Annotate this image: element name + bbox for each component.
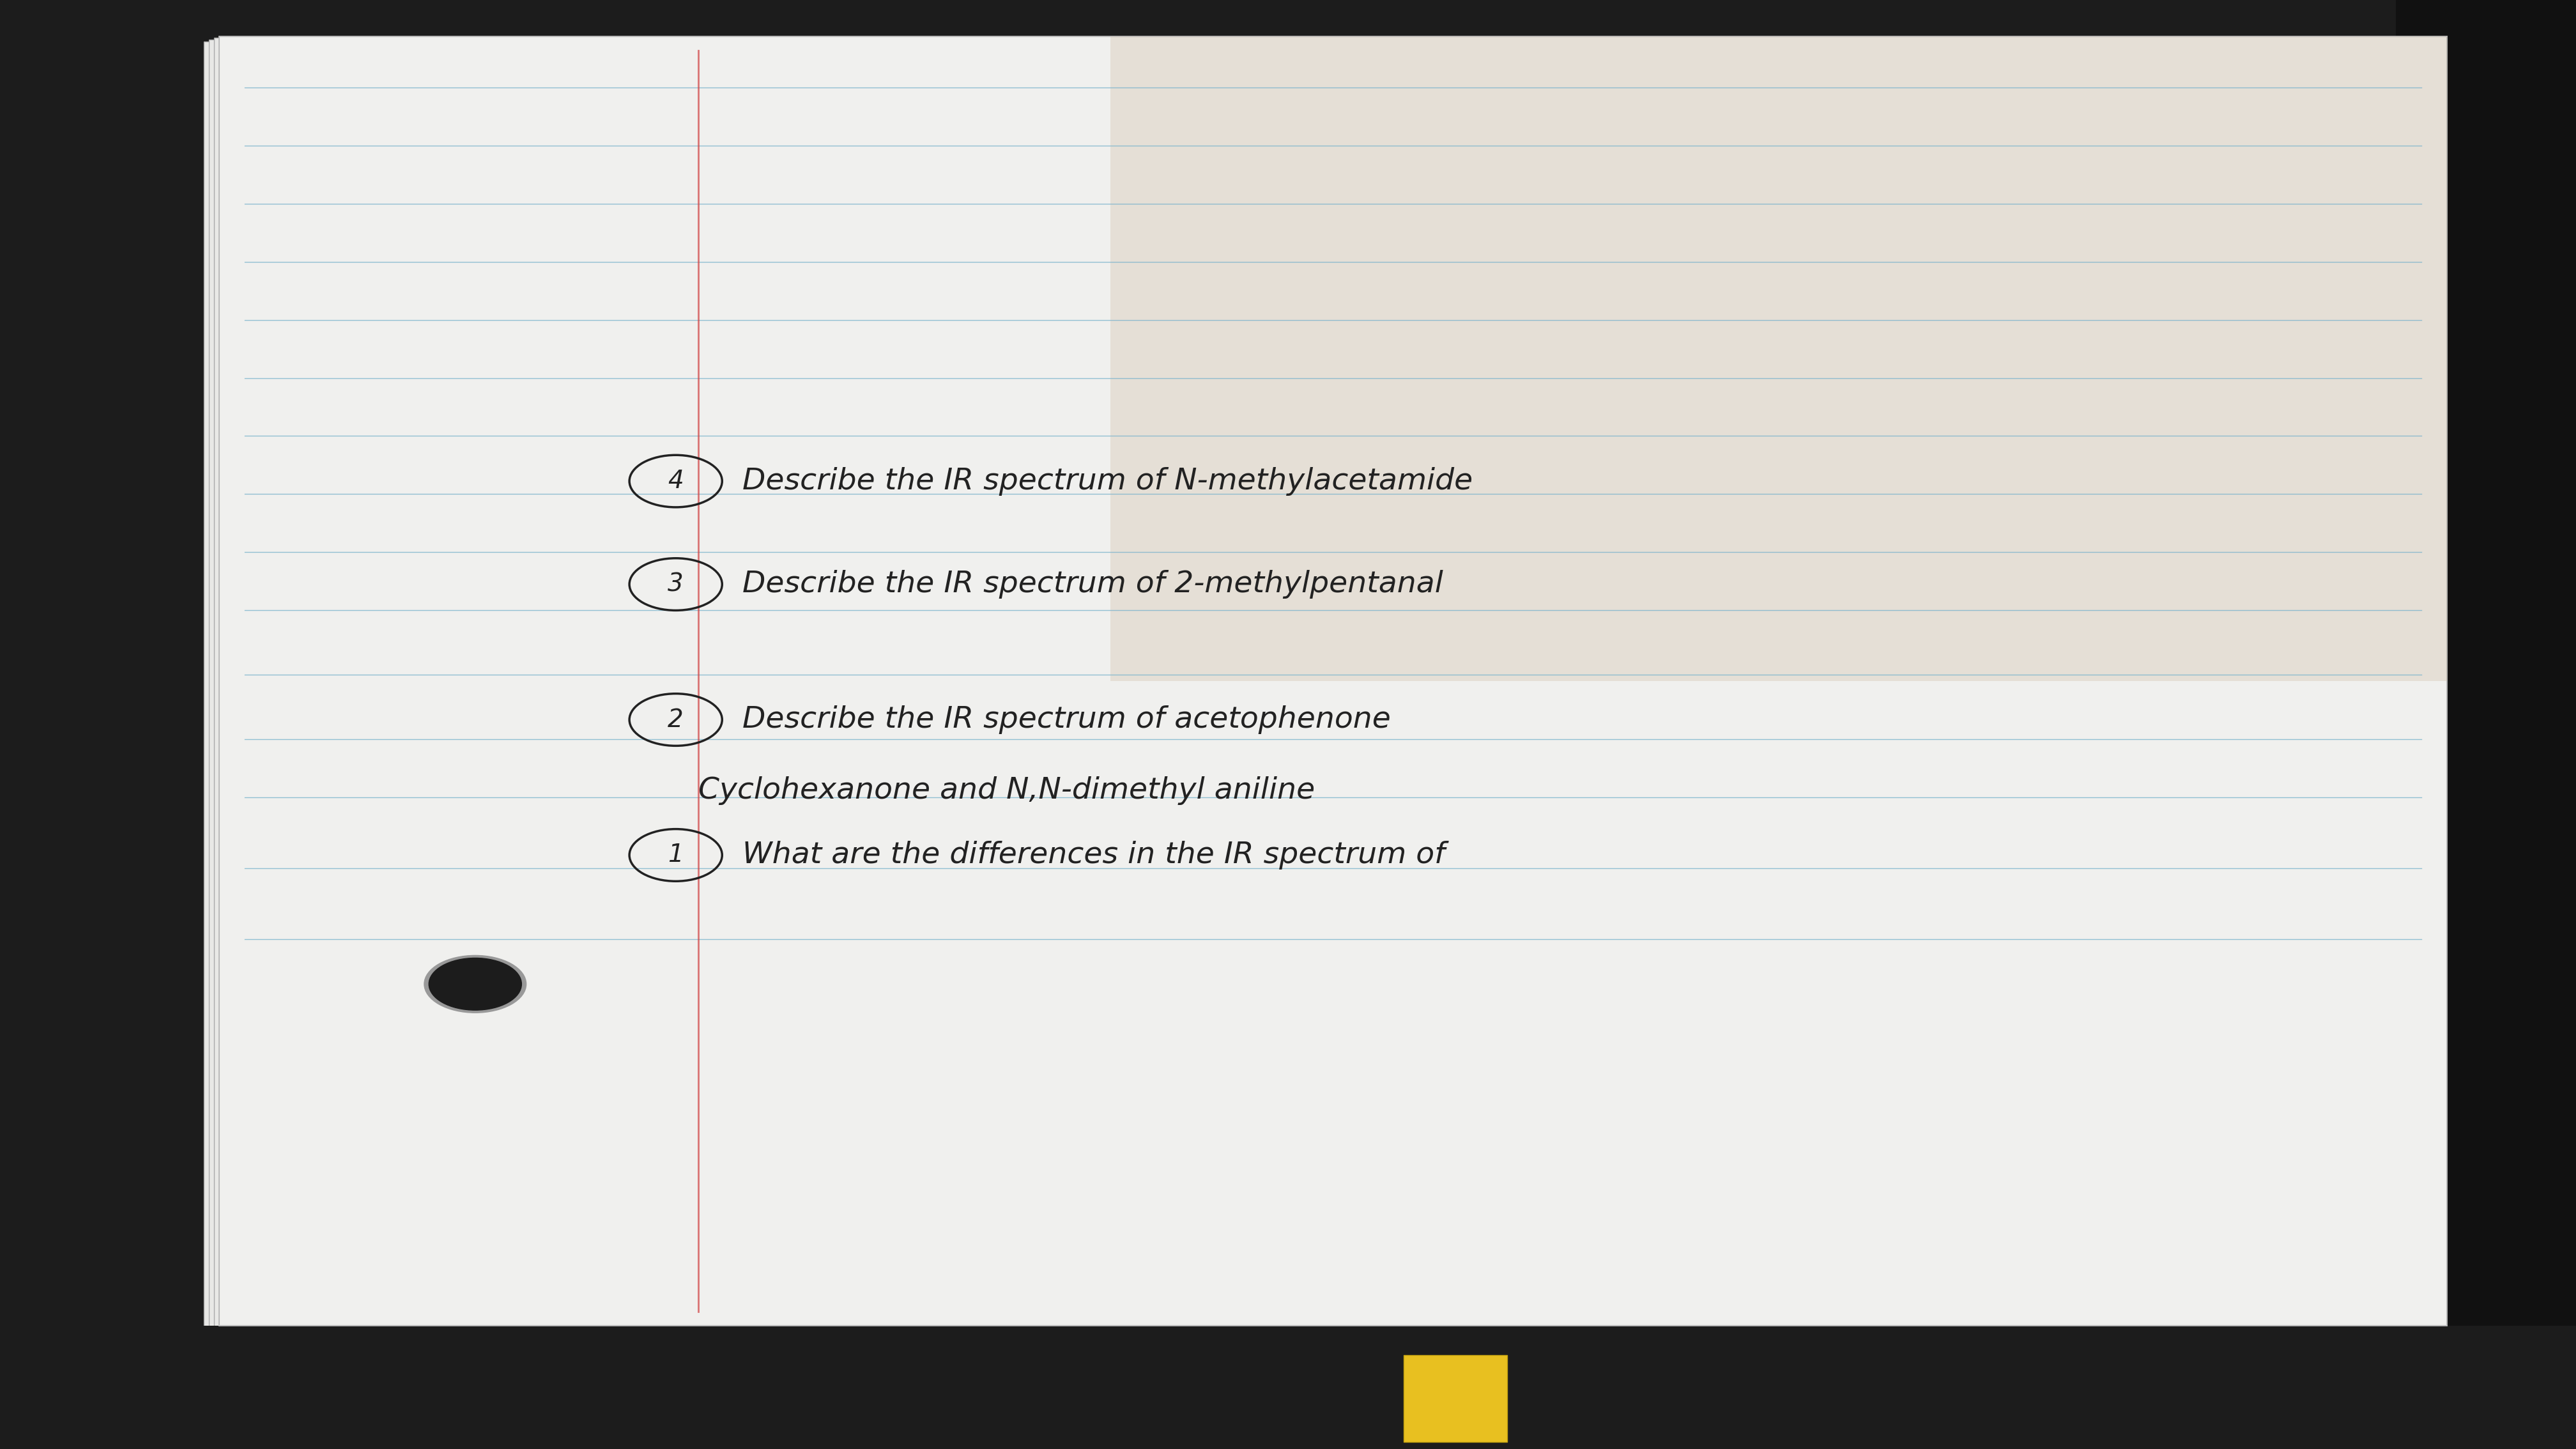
FancyBboxPatch shape xyxy=(219,36,2447,1326)
Text: Describe the IR spectrum of N-methylacetamide: Describe the IR spectrum of N-methylacet… xyxy=(742,467,1473,496)
Text: Describe the IR spectrum of acetophenone: Describe the IR spectrum of acetophenone xyxy=(742,706,1391,735)
FancyBboxPatch shape xyxy=(0,1326,2576,1449)
FancyBboxPatch shape xyxy=(204,42,2432,1332)
Circle shape xyxy=(425,955,526,1013)
Text: Cyclohexanone and N,N-dimethyl aniline: Cyclohexanone and N,N-dimethyl aniline xyxy=(698,777,1314,806)
Text: 3: 3 xyxy=(667,572,683,597)
FancyBboxPatch shape xyxy=(1404,1355,1507,1442)
Text: 1: 1 xyxy=(667,843,683,868)
Text: 2: 2 xyxy=(667,707,683,732)
Text: Describe the IR spectrum of 2-methylpentanal: Describe the IR spectrum of 2-methylpent… xyxy=(742,569,1443,598)
Text: 4: 4 xyxy=(667,469,683,493)
Text: What are the differences in the IR spectrum of: What are the differences in the IR spect… xyxy=(742,840,1445,869)
FancyBboxPatch shape xyxy=(1110,36,2447,681)
FancyBboxPatch shape xyxy=(214,38,2442,1327)
Circle shape xyxy=(428,958,520,1010)
FancyBboxPatch shape xyxy=(2396,0,2576,1449)
FancyBboxPatch shape xyxy=(209,39,2437,1329)
